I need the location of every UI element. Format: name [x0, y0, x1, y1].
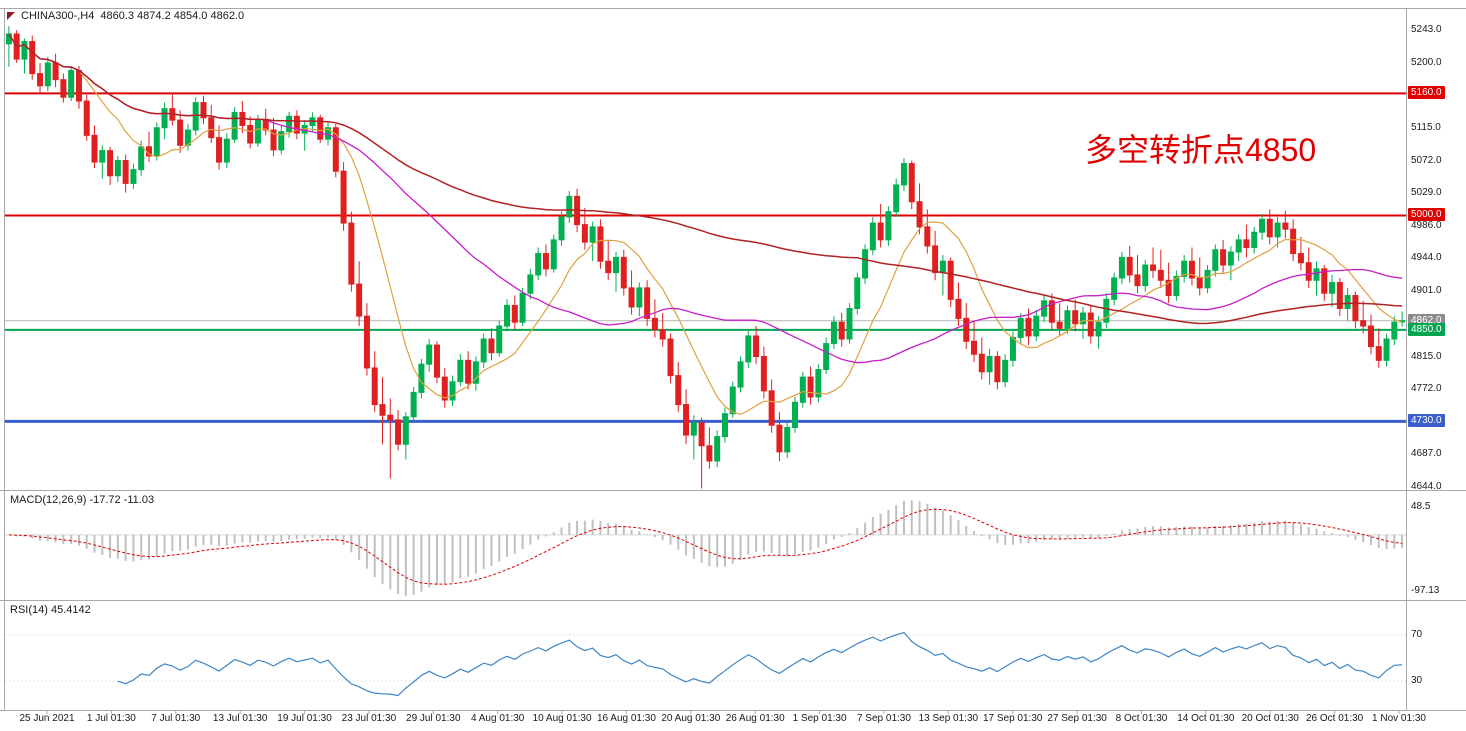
time-axis-label: 25 Jun 2021 — [19, 713, 75, 724]
price-tick-label: 5200.0 — [1411, 56, 1442, 68]
price-tick-label: 5115.0 — [1411, 121, 1441, 133]
price-axis[interactable]: 5243.0 5200.0 5115.0 5072.0 5029.0 4986.0 4944… — [1407, 0, 1466, 731]
macd-axis-label: -97.13 — [1411, 584, 1440, 596]
time-axis-label: 23 Jul 01:30 — [341, 713, 397, 724]
time-axis-label: 13 Jul 01:30 — [212, 713, 268, 724]
price-level-badge: 4730.0 — [1408, 414, 1445, 428]
time-axis-label: 20 Aug 01:30 — [661, 713, 721, 724]
price-tick-label: 5243.0 — [1411, 24, 1442, 36]
symbol-header: CHINA300-,H4 4860.3 4874.2 4854.0 4862.0 — [7, 10, 244, 22]
time-axis-label: 17 Sep 01:30 — [982, 713, 1043, 724]
time-axis-label: 10 Aug 01:30 — [532, 713, 592, 724]
time-axis-label: 27 Sep 01:30 — [1047, 713, 1107, 724]
price-tick-label: 4986.0 — [1411, 220, 1442, 232]
price-tick-label: 4944.0 — [1411, 252, 1442, 264]
macd-indicator-label: MACD(12,26,9) -17.72 -11.03 — [10, 494, 155, 506]
symbol-ohlc-values: 4860.3 4874.2 4854.0 4862.0 — [100, 10, 245, 22]
price-tick-label: 4815.0 — [1411, 350, 1442, 362]
time-axis-label: 8 Oct 01:30 — [1115, 713, 1168, 724]
time-axis-label: 29 Jul 01:30 — [406, 713, 461, 724]
ma-fast-line — [8, 33, 1403, 416]
price-level-badge: 5000.0 — [1408, 208, 1445, 222]
price-level-badge: 5160.0 — [1408, 86, 1445, 100]
time-axis-label: 1 Sep 01:30 — [792, 713, 847, 724]
rsi-axis-label: 70 — [1411, 628, 1423, 640]
time-axis-label: 20 Oct 01:30 — [1241, 713, 1299, 724]
rsi-indicator-label: RSI(14) 45.4142 — [10, 604, 91, 616]
time-axis-label: 26 Aug 01:30 — [725, 713, 785, 724]
ma-medium-line — [8, 33, 1403, 364]
rsi-axis-label: 30 — [1411, 675, 1423, 687]
chart-annotation-text: 多空转折点4850 — [1085, 132, 1317, 168]
time-axis-label: 26 Oct 01:30 — [1305, 713, 1364, 724]
macd-axis-label: 48.5 — [1411, 500, 1431, 512]
price-tick-label: 5072.0 — [1411, 154, 1442, 166]
time-axis-label: 7 Sep 01:30 — [856, 713, 911, 724]
time-axis[interactable]: 25 Jun 2021 1 Jul 01:30 7 Jul 01:30 13 Jul … — [0, 713, 1466, 731]
candles-layer — [5, 26, 1406, 489]
symbol-marker-icon — [7, 12, 15, 20]
time-axis-label: 1 Nov 01:30 — [1372, 713, 1426, 724]
time-axis-label: 7 Jul 01:30 — [151, 713, 201, 724]
symbol-name: CHINA300-,H4 — [21, 10, 95, 22]
time-axis-label: 16 Aug 01:30 — [596, 713, 656, 724]
price-tick-label: 4772.0 — [1411, 383, 1442, 395]
macd-signal-line — [8, 508, 1403, 585]
time-axis-label: 19 Jul 01:30 — [277, 713, 332, 724]
time-axis-label: 13 Sep 01:30 — [918, 713, 979, 724]
price-tick-label: 5029.0 — [1411, 187, 1442, 199]
ma-slow-line — [8, 33, 1403, 325]
price-tick-label: 4687.0 — [1411, 448, 1442, 460]
price-tick-label: 4901.0 — [1411, 284, 1442, 296]
time-axis-label: 4 Aug 01:30 — [470, 713, 525, 724]
price-level-badge: 4850.0 — [1408, 322, 1445, 336]
macd-histogram-layer — [15, 500, 1404, 596]
time-axis-label: 14 Oct 01:30 — [1177, 713, 1235, 724]
time-axis-label: 1 Jul 01:30 — [86, 713, 136, 724]
rsi-line — [117, 631, 1403, 697]
horizontal-lines-layer — [5, 92, 1406, 423]
price-tick-label: 4644.0 — [1411, 480, 1442, 492]
